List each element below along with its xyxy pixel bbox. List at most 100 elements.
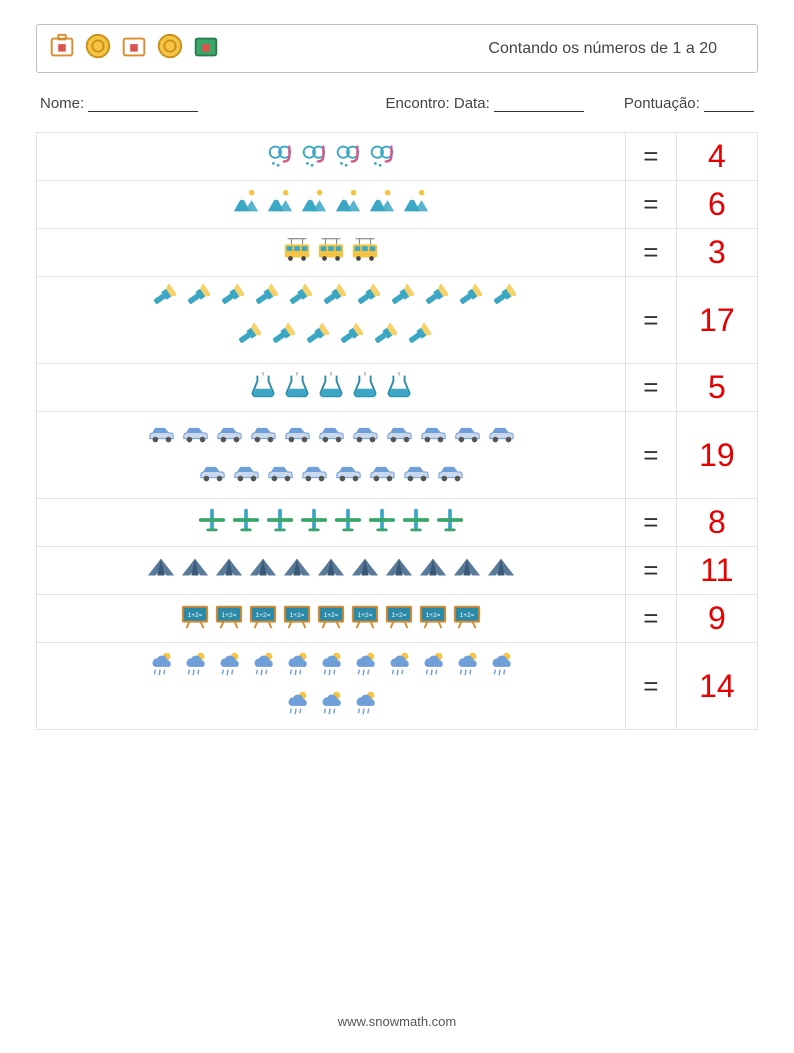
- mountain-icon: [367, 187, 397, 222]
- table-row: =17: [37, 277, 758, 364]
- car-icon: [486, 418, 516, 453]
- stealth-icon: [316, 553, 346, 588]
- safe-icon: [191, 31, 221, 66]
- car-icon: [401, 457, 431, 492]
- svg-text:1+2=: 1+2=: [290, 612, 305, 619]
- cloud-icon: [282, 649, 312, 684]
- car-icon: [146, 418, 176, 453]
- car-icon: [248, 418, 278, 453]
- board-icon: 1+2=: [452, 601, 482, 636]
- flashlight-icon: [299, 322, 329, 357]
- answer-cell[interactable]: 6: [676, 181, 757, 229]
- flashlight-icon: [214, 283, 244, 318]
- equals-cell: =: [625, 412, 676, 499]
- bus-icon: [316, 235, 346, 270]
- plane-icon: [435, 505, 465, 540]
- mountain-icon: [299, 187, 329, 222]
- briefcase-icon: [47, 31, 77, 66]
- car-icon: [316, 418, 346, 453]
- answer-cell[interactable]: 19: [676, 412, 757, 499]
- car-icon: [265, 457, 295, 492]
- plane-icon: [197, 505, 227, 540]
- answer-cell[interactable]: 5: [676, 364, 757, 412]
- worksheet-title: Contando os números de 1 a 20: [488, 40, 717, 58]
- cloud-icon: [214, 649, 244, 684]
- flashlight-icon: [418, 283, 448, 318]
- cloud-icon: [316, 649, 346, 684]
- answer-cell[interactable]: 11: [676, 547, 757, 595]
- plane-icon: [367, 505, 397, 540]
- icon-count-cell: [37, 547, 626, 595]
- equals-cell: =: [625, 547, 676, 595]
- car-icon: [384, 418, 414, 453]
- board-icon: 1+2=: [214, 601, 244, 636]
- mountain-icon: [265, 187, 295, 222]
- card-icon: [119, 31, 149, 66]
- car-icon: [214, 418, 244, 453]
- table-row: =5: [37, 364, 758, 412]
- cloud-icon: [418, 649, 448, 684]
- answer-cell[interactable]: 9: [676, 595, 757, 643]
- score-blank[interactable]: [704, 111, 754, 112]
- cloud-icon: [350, 688, 380, 723]
- flashlight-icon: [180, 283, 210, 318]
- stealth-icon: [180, 553, 210, 588]
- equals-cell: =: [625, 181, 676, 229]
- plane-icon: [401, 505, 431, 540]
- equals-cell: =: [625, 364, 676, 412]
- equals-cell: =: [625, 229, 676, 277]
- flashlight-icon: [316, 283, 346, 318]
- cloud-icon: [180, 649, 210, 684]
- answer-cell[interactable]: 17: [676, 277, 757, 364]
- table-row: =4: [37, 133, 758, 181]
- plane-icon: [333, 505, 363, 540]
- snorkel-icon: [299, 139, 329, 174]
- snorkel-icon: [265, 139, 295, 174]
- icon-count-cell: [37, 133, 626, 181]
- table-row: =6: [37, 181, 758, 229]
- bus-icon: [282, 235, 312, 270]
- answer-cell[interactable]: 14: [676, 643, 757, 730]
- equals-cell: =: [625, 133, 676, 181]
- answer-cell[interactable]: 4: [676, 133, 757, 181]
- snorkel-icon: [333, 139, 363, 174]
- answer-cell[interactable]: 3: [676, 229, 757, 277]
- board-icon: 1+2=: [350, 601, 380, 636]
- car-icon: [197, 457, 227, 492]
- answer-cell[interactable]: 8: [676, 499, 757, 547]
- stealth-icon: [486, 553, 516, 588]
- name-blank[interactable]: [88, 111, 198, 112]
- cloud-icon: [146, 649, 176, 684]
- svg-text:1+2=: 1+2=: [222, 612, 237, 619]
- svg-text:1+2=: 1+2=: [392, 612, 407, 619]
- date-field: Encontro: Data:: [386, 95, 584, 112]
- table-row: =14: [37, 643, 758, 730]
- flashlight-icon: [248, 283, 278, 318]
- icon-count-cell: [37, 229, 626, 277]
- stealth-icon: [214, 553, 244, 588]
- score-label: Pontuação:: [624, 95, 700, 112]
- date-blank[interactable]: [494, 111, 584, 112]
- svg-text:1+2=: 1+2=: [324, 612, 339, 619]
- footer-url: www.snowmath.com: [0, 1014, 794, 1029]
- mountain-icon: [333, 187, 363, 222]
- bus-icon: [350, 235, 380, 270]
- flashlight-icon: [401, 322, 431, 357]
- beaker-icon: [384, 370, 414, 405]
- mountain-icon: [401, 187, 431, 222]
- svg-text:1+2=: 1+2=: [460, 612, 475, 619]
- board-icon: 1+2=: [248, 601, 278, 636]
- header-icon-row: [47, 31, 221, 66]
- stealth-icon: [452, 553, 482, 588]
- board-icon: 1+2=: [316, 601, 346, 636]
- cloud-icon: [486, 649, 516, 684]
- car-icon: [452, 418, 482, 453]
- snorkel-icon: [367, 139, 397, 174]
- flashlight-icon: [265, 322, 295, 357]
- equals-cell: =: [625, 499, 676, 547]
- coin-icon: [83, 31, 113, 66]
- svg-text:1+2=: 1+2=: [426, 612, 441, 619]
- car-icon: [435, 457, 465, 492]
- equals-cell: =: [625, 595, 676, 643]
- flashlight-icon: [486, 283, 516, 318]
